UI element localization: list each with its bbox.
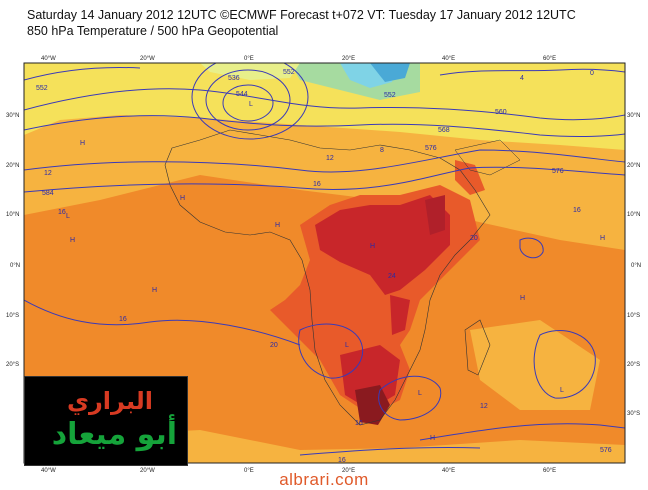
high-marker: H	[520, 295, 525, 302]
contour-label: 536	[228, 75, 240, 82]
contour-label: 16	[355, 420, 363, 427]
contour-label: 584	[42, 190, 54, 197]
contour-label: 16	[119, 316, 127, 323]
lon-label: 0°E	[244, 56, 254, 62]
lat-label: 10°S	[6, 313, 19, 319]
logo-text-top: البراري	[66, 387, 153, 415]
map-title: Saturday 14 January 2012 12UTC ©ECMWF Fo…	[27, 8, 576, 22]
lon-label: 40°E	[442, 56, 455, 62]
lat-label: 20°N	[6, 163, 19, 169]
contour-label: 560	[495, 109, 507, 116]
contour-label: 16	[338, 457, 346, 464]
high-marker: H	[152, 287, 157, 294]
lat-label: 20°S	[627, 362, 640, 368]
contour-label: 544	[236, 91, 248, 98]
low-marker: L	[560, 387, 564, 394]
lon-label: 0°E	[244, 468, 254, 474]
lon-label: 40°E	[442, 468, 455, 474]
contour-label: 576	[552, 168, 564, 175]
contour-label: 20	[470, 235, 478, 242]
geopotential-contours	[24, 63, 625, 456]
lat-label: 20°S	[6, 362, 19, 368]
lat-label: 10°N	[627, 212, 640, 218]
contour-label: 24	[388, 273, 396, 280]
site-logo: البراري أبو ميعاد	[24, 376, 188, 466]
lon-label: 60°E	[543, 468, 556, 474]
low-marker: L	[249, 101, 253, 108]
lat-label: 10°N	[6, 212, 19, 218]
lon-label: 20°E	[342, 56, 355, 62]
lat-label: 30°S	[627, 411, 640, 417]
contour-label: 552	[384, 92, 396, 99]
high-marker: H	[70, 237, 75, 244]
pressure-markers: L H H H L H H L L L H H H H	[66, 101, 605, 442]
contour-label: 12	[480, 403, 488, 410]
contour-label: 4	[520, 75, 524, 82]
high-marker: H	[180, 195, 185, 202]
contour-label: 576	[600, 447, 612, 454]
lat-label: 10°S	[627, 313, 640, 319]
lat-label: 0°N	[631, 263, 641, 269]
contour-label: 552	[36, 85, 48, 92]
low-marker: L	[66, 213, 70, 220]
lat-label: 0°N	[10, 263, 20, 269]
contour-label: 12	[326, 155, 334, 162]
contour-label: 552	[283, 69, 295, 76]
contour-label: 576	[425, 145, 437, 152]
lat-label: 30°N	[627, 113, 640, 119]
top-longitude-labels: 40°W 20°W 0°E 20°E 40°E 60°E	[41, 56, 556, 62]
lat-label: 30°N	[6, 113, 19, 119]
site-watermark[interactable]: albrari.com	[279, 470, 369, 489]
high-marker: H	[600, 235, 605, 242]
high-marker: H	[80, 140, 85, 147]
contour-label: 568	[438, 127, 450, 134]
lon-label: 20°W	[140, 56, 155, 62]
low-marker: L	[418, 390, 422, 397]
contour-label: 20	[270, 342, 278, 349]
high-marker: H	[370, 243, 375, 250]
map-frame	[23, 62, 626, 464]
lon-label: 40°W	[41, 468, 56, 474]
lon-label: 60°E	[543, 56, 556, 62]
contour-label: 0	[590, 70, 594, 77]
high-marker: H	[430, 435, 435, 442]
left-latitude-labels: 30°N 20°N 10°N 0°N 10°S 20°S	[6, 113, 20, 368]
contour-label: 16	[313, 181, 321, 188]
contour-label: 16	[573, 207, 581, 214]
lon-label: 40°W	[41, 56, 56, 62]
right-latitude-labels: 30°N 20°N 10°N 0°N 10°S 20°S 30°S	[627, 113, 641, 417]
lon-label: 20°E	[342, 468, 355, 474]
contour-label: 8	[380, 147, 384, 154]
high-marker: H	[275, 222, 280, 229]
contour-label: 16	[58, 209, 66, 216]
lon-label: 20°W	[140, 468, 155, 474]
map-subtitle: 850 hPa Temperature / 500 hPa Geopotenti…	[27, 24, 279, 38]
logo-text-bottom: أبو ميعاد	[51, 417, 177, 452]
bottom-longitude-labels: 40°W 20°W 0°E 20°E 40°E 60°E	[41, 468, 556, 474]
low-marker: L	[345, 342, 349, 349]
contour-labels: 552 536 544 552 560 568 576 552 584 576 …	[36, 69, 612, 464]
contour-label: 12	[44, 170, 52, 177]
lat-label: 20°N	[627, 163, 640, 169]
